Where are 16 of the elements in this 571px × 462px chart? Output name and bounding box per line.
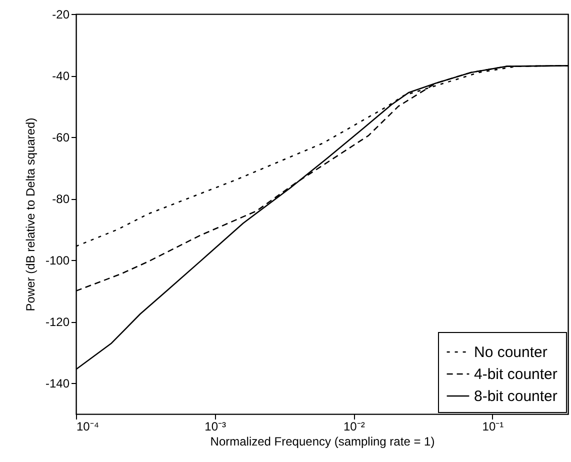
x-tick-label: 10⁻⁴ bbox=[76, 420, 100, 434]
y-tick-label: -80 bbox=[52, 192, 70, 206]
x-axis-title: Normalized Frequency (sampling rate = 1) bbox=[210, 434, 435, 448]
x-tick-label: 10⁻³ bbox=[204, 420, 226, 434]
x-tick-label: 10⁻¹ bbox=[482, 420, 504, 434]
y-tick-label: -100 bbox=[45, 254, 70, 268]
y-tick-label: -120 bbox=[45, 315, 70, 330]
x-tick-label: 10⁻² bbox=[343, 420, 365, 434]
legend-label: 4-bit counter bbox=[474, 366, 558, 383]
y-tick-label: -140 bbox=[45, 376, 70, 391]
y-tick-label: -60 bbox=[52, 130, 70, 145]
y-axis-title: Power (dB relative to Delta squared) bbox=[23, 118, 38, 312]
legend-label: No counter bbox=[474, 344, 548, 361]
y-tick-label: -40 bbox=[52, 69, 70, 84]
legend-label: 8-bit counter bbox=[474, 388, 558, 405]
y-tick-label: -20 bbox=[52, 8, 70, 22]
